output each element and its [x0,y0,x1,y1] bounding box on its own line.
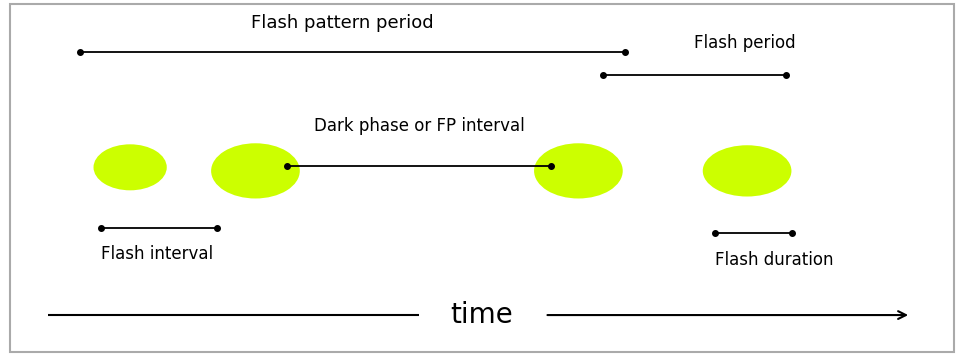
Ellipse shape [211,143,300,199]
Text: time: time [450,301,514,329]
Ellipse shape [534,143,623,199]
Text: Flash duration: Flash duration [715,251,834,269]
Text: Dark phase or FP interval: Dark phase or FP interval [314,117,524,135]
Ellipse shape [94,144,167,190]
Ellipse shape [703,145,791,197]
Text: Flash pattern period: Flash pattern period [251,14,434,32]
Text: Flash interval: Flash interval [101,245,213,263]
Text: Flash period: Flash period [694,33,795,52]
